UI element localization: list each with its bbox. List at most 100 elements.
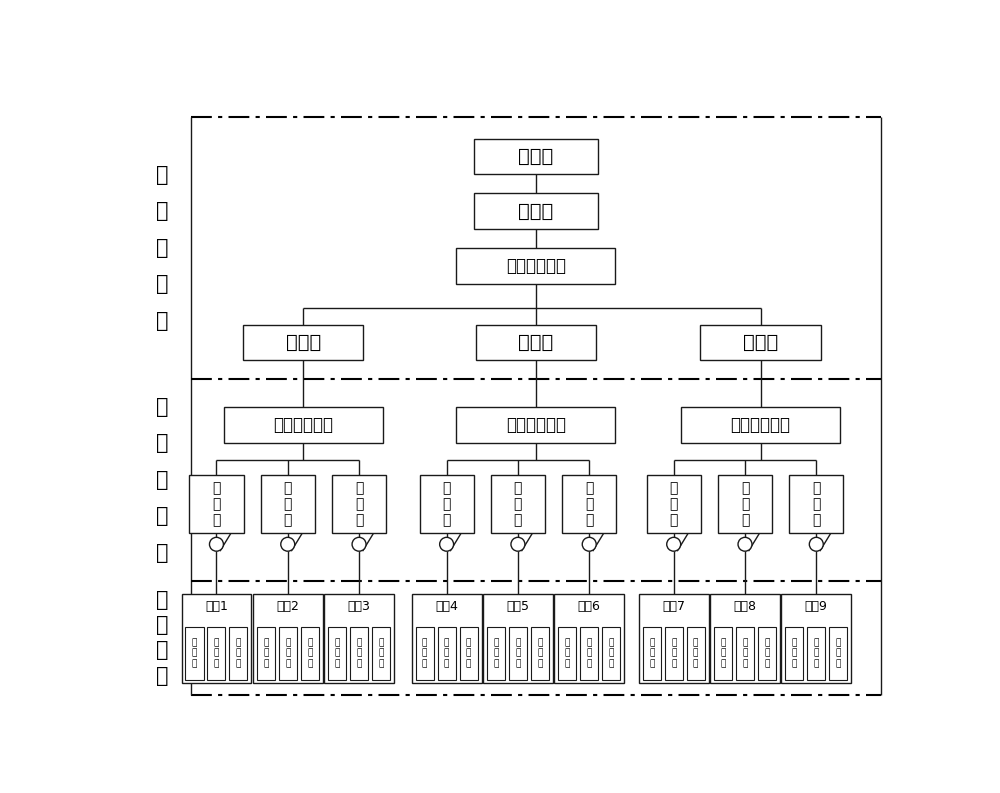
Bar [257,626,275,680]
Text: 电
视
机: 电 视 机 [192,638,197,668]
Text: 电
能
表: 电 能 表 [670,481,678,527]
Ellipse shape [281,538,295,551]
Bar [639,594,709,683]
Text: 变压器: 变压器 [518,147,553,166]
Text: 用户9: 用户9 [805,600,828,613]
Bar [558,626,576,680]
Bar [253,594,323,683]
Text: 电
能
表: 电 能 表 [355,481,363,527]
Text: 用户1: 用户1 [205,600,228,613]
Bar [229,626,247,680]
Bar [491,475,545,533]
Text: 用户6: 用户6 [578,600,601,613]
Bar [710,594,780,683]
Ellipse shape [511,538,525,551]
Bar [324,594,394,683]
Bar [531,626,549,680]
Text: 微
波
炉: 微 波 炉 [307,638,312,668]
Text: 用户5: 用户5 [506,600,529,613]
Bar [182,594,251,683]
Bar [438,626,456,680]
Bar [829,626,847,680]
Bar [412,594,482,683]
Bar [420,475,474,533]
Text: 电
视
机: 电 视 机 [263,638,268,668]
Text: 微
波
炉: 微 波 炉 [693,638,698,668]
Text: 洗
衣
机: 洗 衣 机 [515,638,521,668]
Text: 区: 区 [156,201,168,221]
Text: 出线柜: 出线柜 [518,201,553,220]
Bar [580,626,598,680]
Text: 洗
衣
机: 洗 衣 机 [587,638,592,668]
Bar [562,475,616,533]
Bar [602,626,620,680]
Bar [460,626,478,680]
Text: 台: 台 [156,164,168,185]
Text: 洗
衣
机: 洗 衣 机 [814,638,819,668]
Bar [189,475,244,533]
Text: 洗
衣
机: 洗 衣 机 [444,638,449,668]
Bar [185,626,204,680]
Ellipse shape [209,538,223,551]
Ellipse shape [809,538,823,551]
Bar [301,626,319,680]
Bar [207,626,225,680]
Bar [474,139,598,174]
Text: 分支箱: 分支箱 [518,333,553,352]
Text: 二级采集终端: 二级采集终端 [506,416,566,434]
Ellipse shape [352,538,366,551]
Text: 微
波
炉: 微 波 炉 [608,638,614,668]
Bar [332,475,386,533]
Ellipse shape [440,538,454,551]
Text: 压: 压 [156,615,168,635]
Bar [647,475,701,533]
Bar [328,626,346,680]
Bar [483,594,553,683]
Bar [416,626,434,680]
Text: 洗
衣
机: 洗 衣 机 [214,638,219,668]
Text: 洗
衣
机: 洗 衣 机 [742,638,748,668]
Text: 一级采集终端: 一级采集终端 [506,257,566,275]
Bar [224,407,383,442]
Text: 用户3: 用户3 [348,600,370,613]
Text: 微
波
炉: 微 波 炉 [236,638,241,668]
Bar [487,626,505,680]
Text: 电
能
表: 电 能 表 [212,481,221,527]
Bar [687,626,705,680]
Text: 洗
衣
机: 洗 衣 机 [671,638,676,668]
Text: 二级采集终端: 二级采集终端 [273,416,333,434]
Text: 电
视
机: 电 视 机 [649,638,654,668]
Bar [476,325,596,360]
Bar [456,407,615,442]
Text: 微
波
炉: 微 波 炉 [466,638,471,668]
Text: 电
视
机: 电 视 机 [493,638,499,668]
Bar [718,475,772,533]
Text: 箱: 箱 [156,433,168,454]
Text: 微
波
炉: 微 波 炉 [537,638,543,668]
Bar [350,626,368,680]
Text: 用户2: 用户2 [276,600,299,613]
Text: 表: 表 [156,396,168,416]
Bar [456,248,615,284]
Bar [789,475,843,533]
Text: 分支箱: 分支箱 [286,333,321,352]
Text: 户: 户 [156,666,168,686]
Text: 洗
衣
机: 洗 衣 机 [285,638,290,668]
Text: 电
视
机: 电 视 机 [792,638,797,668]
Bar [665,626,683,680]
Ellipse shape [667,538,681,551]
Bar [700,325,821,360]
Bar [643,626,661,680]
Bar [807,626,825,680]
Ellipse shape [738,538,752,551]
Text: 电
能
表: 电 能 表 [514,481,522,527]
Bar [785,626,803,680]
Bar [554,594,624,683]
Text: 二级采集终端: 二级采集终端 [730,416,790,434]
Text: 用: 用 [156,641,168,661]
Text: 洗
衣
机: 洗 衣 机 [356,638,362,668]
Text: 层: 层 [156,311,168,331]
Text: 电
能
表: 电 能 表 [284,481,292,527]
Text: 分支箱: 分支箱 [743,333,778,352]
Text: 微
波
炉: 微 波 炉 [764,638,770,668]
